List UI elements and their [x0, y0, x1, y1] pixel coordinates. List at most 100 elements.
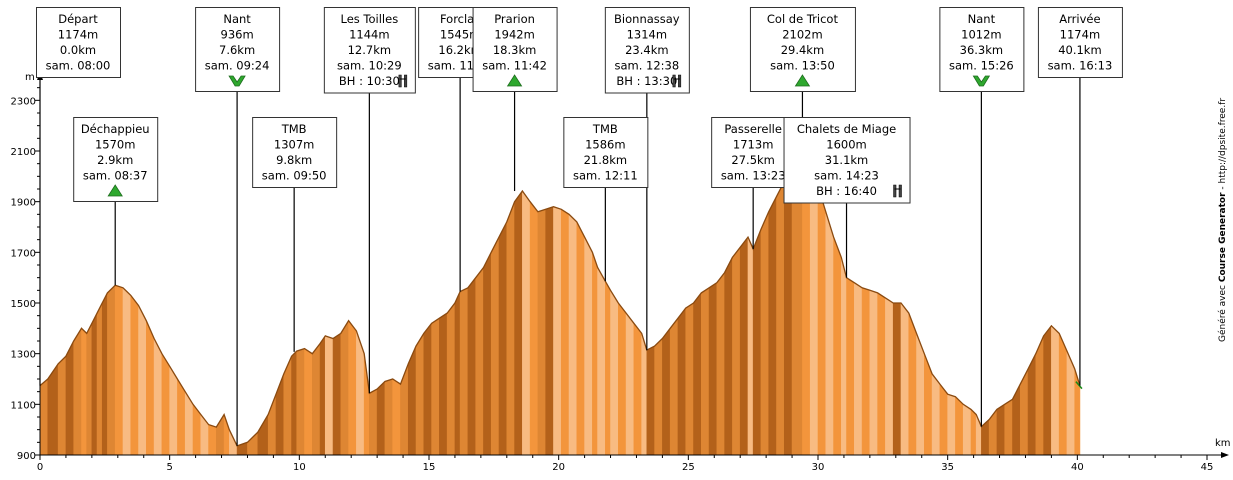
profile-segment — [924, 353, 933, 456]
profile-segment — [415, 332, 425, 456]
profile-segment — [908, 313, 917, 456]
checkpoint-time: sam. 10:29 — [337, 59, 402, 73]
profile-segment — [161, 352, 170, 456]
credit-brand: Course Generator — [1218, 192, 1228, 282]
checkpoint-distance: 7.6km — [219, 43, 255, 57]
checkpoint-altitude: 2102m — [782, 28, 822, 42]
profile-segment — [646, 345, 655, 456]
credit-text: Généré avec Course Generator - http://dp… — [1217, 98, 1228, 342]
profile-segment — [988, 408, 998, 456]
profile-segment — [1043, 324, 1052, 456]
profile-segment — [700, 287, 710, 456]
checkpoint-distance: 21.8km — [584, 153, 627, 167]
profile-segment — [776, 181, 785, 456]
checkpoint-altitude: 1012m — [961, 28, 1001, 42]
profile-segment — [597, 266, 606, 456]
checkpoint-altitude: 1713m — [733, 138, 773, 152]
barrier-icon — [398, 74, 408, 88]
profile-segment — [553, 206, 562, 456]
profile-segment — [1058, 333, 1068, 456]
profile-segment — [304, 348, 313, 456]
profile-segment — [854, 282, 863, 456]
profile-segment — [1051, 325, 1060, 456]
checkpoint-name: Nant — [968, 12, 996, 26]
checkpoint-altitude: 936m — [221, 28, 254, 42]
checkpoint-name: Forclaz — [440, 12, 480, 26]
checkpoint-altitude: 1307m — [274, 138, 314, 152]
profile-segment — [247, 431, 259, 456]
profile-segment — [96, 302, 103, 456]
profile-segment — [400, 363, 409, 456]
profile-area — [39, 149, 1083, 456]
profile-segment — [86, 323, 93, 456]
y-tick-label: 1300 — [11, 350, 36, 361]
profile-segment — [610, 289, 619, 456]
profile-segment — [900, 302, 910, 456]
profile-segment — [560, 208, 570, 456]
profile-segment — [708, 282, 718, 456]
profile-segment — [348, 319, 357, 456]
profile-segment — [311, 342, 321, 456]
credit-line: Généré avec Course Generator - http://dp… — [1217, 98, 1228, 342]
profile-segment — [685, 302, 694, 456]
profile-segment — [130, 294, 139, 456]
profile-segment — [841, 257, 847, 456]
checkpoint-distance: 16.2km — [438, 43, 481, 57]
checkpoint-box-frame — [711, 117, 797, 188]
profile-segment — [506, 201, 515, 456]
checkpoint-name: TMB — [592, 122, 618, 136]
profile-segment — [605, 280, 611, 456]
checkpoint-time: sam. 11:42 — [482, 59, 547, 73]
x-tick-label: 5 — [166, 462, 172, 473]
profile-segment — [545, 206, 554, 456]
profile-segment — [1004, 398, 1013, 456]
profile-segment — [122, 287, 132, 456]
profile-segment — [618, 302, 627, 456]
checkpoint-time: sam. 15:26 — [949, 59, 1014, 73]
profile-segment — [529, 200, 539, 456]
checkpoint-distance: 40.1km — [1058, 43, 1101, 57]
profile-segment — [962, 403, 972, 456]
checkpoint-box-frame — [195, 7, 281, 92]
checkpoint-box-frame — [1037, 7, 1123, 78]
profile-segment — [846, 277, 855, 456]
x-axis-unit: km — [1215, 438, 1231, 449]
profile-segment — [376, 380, 386, 456]
profile-segment — [431, 317, 440, 456]
summit-icon — [107, 184, 123, 197]
x-tick-label: 10 — [293, 462, 306, 473]
x-tick-label: 40 — [1071, 462, 1084, 473]
profile-segment — [732, 246, 741, 456]
profile-segment — [332, 332, 342, 456]
profile-segment — [153, 338, 163, 456]
profile-segment — [522, 190, 531, 456]
profile-segment — [677, 307, 687, 456]
x-tick-label: 0 — [37, 462, 43, 473]
profile-segment — [654, 337, 663, 456]
profile-segment — [885, 297, 894, 456]
checkpoint-name: Bionnassay — [614, 12, 680, 26]
profile-segment — [809, 163, 819, 456]
checkpoint-name: Départ — [58, 12, 98, 26]
profile-segment — [91, 312, 98, 456]
profile-segment — [1012, 383, 1021, 456]
checkpoint-name: Déchappieu — [81, 122, 150, 136]
profile-segment — [498, 221, 508, 456]
profile-segment — [101, 292, 108, 456]
profile-segment — [783, 166, 793, 456]
y-tick-label: 1100 — [11, 400, 36, 411]
y-tick-label: 1500 — [11, 299, 36, 310]
checkpoint-distance: 31.1km — [825, 153, 868, 167]
profile-segment — [454, 291, 461, 456]
checkpoint-altitude: 1586m — [585, 138, 625, 152]
checkpoint-distance: 12.7km — [348, 43, 391, 57]
profile-segment — [423, 322, 432, 456]
